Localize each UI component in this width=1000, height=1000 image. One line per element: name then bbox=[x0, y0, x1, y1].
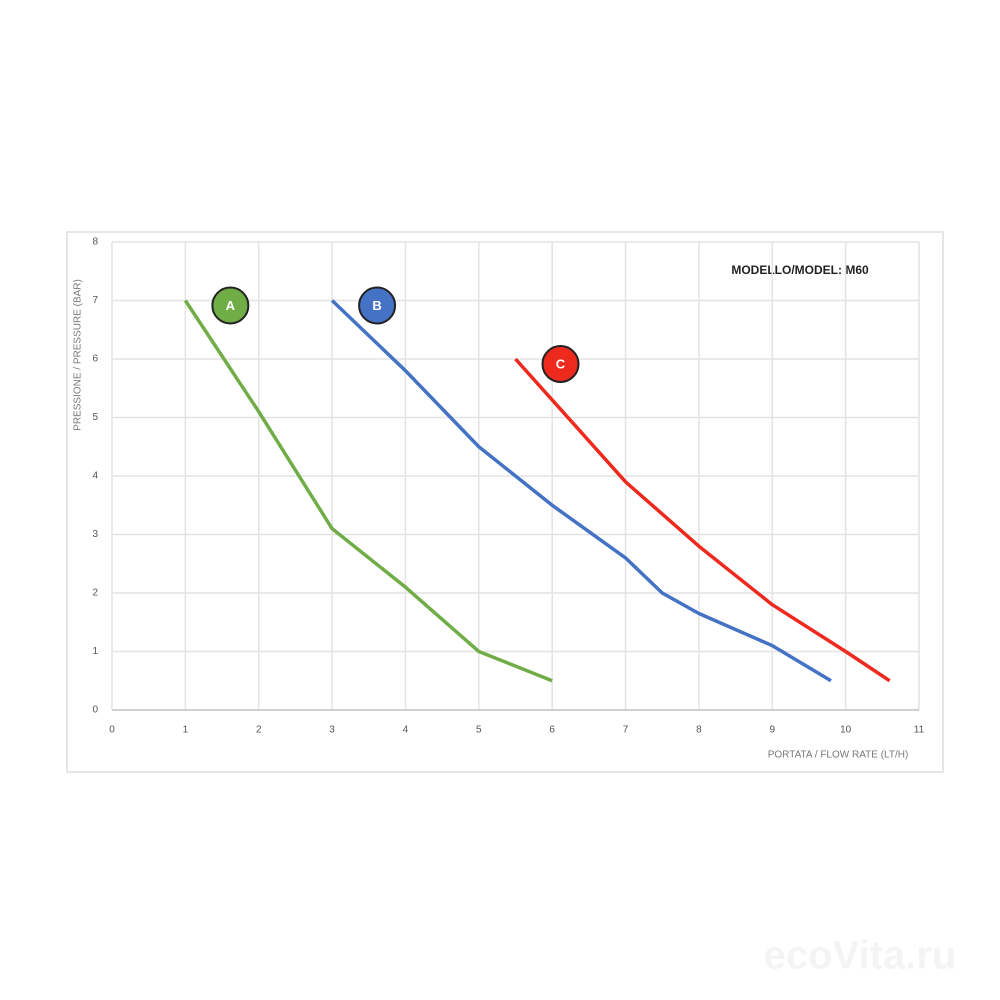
series-line bbox=[330, 299, 832, 683]
y-axis-title: PRESSIONE / PRESSURE (BAR) bbox=[73, 279, 84, 431]
y-tick-label: 7 bbox=[92, 295, 98, 306]
y-tick-label: 0 bbox=[92, 705, 98, 716]
y-tick-label: 4 bbox=[92, 471, 98, 482]
x-tick-label: 11 bbox=[914, 725, 925, 736]
y-tick-label: 6 bbox=[92, 354, 98, 365]
y-tick-label: 3 bbox=[92, 529, 98, 540]
y-tick-label: 2 bbox=[92, 588, 98, 599]
series-badge bbox=[358, 286, 397, 325]
legend-label: B bbox=[372, 298, 381, 313]
series-line bbox=[514, 357, 891, 683]
y-tick-label: 1 bbox=[92, 646, 98, 657]
series-badge bbox=[211, 286, 250, 325]
x-tick-label: 9 bbox=[769, 725, 775, 736]
chart-frame bbox=[66, 231, 944, 773]
series-badge bbox=[541, 345, 580, 383]
x-axis-title: PORTATA / FLOW RATE (LT/H) bbox=[768, 750, 909, 761]
x-tick-label: 4 bbox=[403, 725, 409, 736]
y-tick-label: 5 bbox=[92, 412, 98, 423]
legend-label: A bbox=[226, 298, 236, 313]
model-annotation: MODELLO/MODEL: M60 bbox=[731, 263, 869, 277]
x-tick-label: 0 bbox=[109, 725, 115, 736]
x-tick-label: 7 bbox=[623, 725, 629, 736]
watermark: ecoVita.ru bbox=[764, 934, 957, 978]
x-tick-label: 5 bbox=[476, 725, 482, 736]
x-tick-label: 1 bbox=[183, 725, 189, 736]
x-tick-label: 6 bbox=[549, 725, 555, 736]
x-tick-label: 2 bbox=[256, 725, 262, 736]
legend-label: C bbox=[556, 356, 566, 371]
x-tick-label: 8 bbox=[696, 725, 702, 736]
x-tick-label: 10 bbox=[840, 725, 852, 736]
x-tick-label: 3 bbox=[329, 725, 335, 736]
y-tick-label: 8 bbox=[92, 237, 98, 248]
series-line bbox=[183, 299, 553, 683]
